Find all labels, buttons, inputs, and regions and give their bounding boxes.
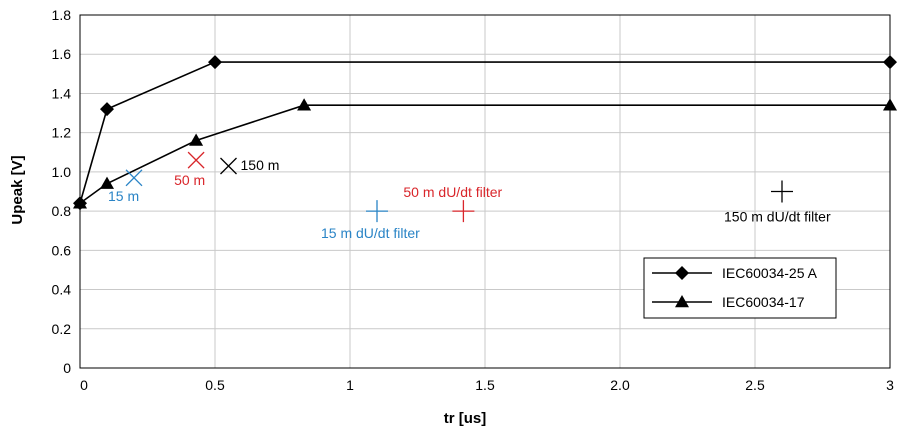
x-tick-label: 0	[80, 377, 88, 393]
y-tick-label: 1.8	[52, 7, 72, 23]
y-tick-label: 1.6	[52, 46, 72, 62]
series-point	[100, 102, 114, 116]
x-tick-label: 1	[346, 377, 354, 393]
series-point	[883, 98, 897, 110]
y-tick-label: 1.4	[52, 85, 72, 101]
measurement-label: 50 m dU/dt filter	[403, 184, 502, 200]
measurement-label: 50 m	[174, 172, 205, 188]
y-tick-label: 0.2	[52, 321, 72, 337]
x-tick-label: 2.0	[610, 377, 630, 393]
measurement-marker	[366, 200, 388, 222]
x-tick-label: 1.5	[475, 377, 495, 393]
measurement-5: 50 m dU/dt filter	[403, 184, 502, 222]
x-tick-label: 2.5	[745, 377, 765, 393]
measurements-layer: 15 m 50 m 150 m 15 m dU/dt filter 50 m dU/dt…	[108, 152, 831, 241]
x-tick-label: 0.5	[205, 377, 225, 393]
legend: IEC60034-25 A IEC60034-17	[644, 258, 836, 318]
y-tick-label: 1.2	[52, 125, 72, 141]
measurement-marker	[771, 181, 793, 203]
measurement-2: 50 m	[174, 152, 205, 188]
measurement-4: 15 m dU/dt filter	[321, 200, 420, 241]
measurement-label: 15 m dU/dt filter	[321, 225, 420, 241]
x-tick-label: 3	[886, 377, 894, 393]
y-tick-label: 0	[63, 360, 71, 376]
y-tick-label: 0.4	[52, 282, 72, 298]
series-point	[208, 55, 222, 69]
y-axis: 0 0.2 0.4 0.6 0.8 1.0 1.2 1.4 1.6 1.8	[52, 7, 72, 376]
x-axis-label: tr [us]	[444, 410, 487, 427]
measurement-marker	[452, 200, 474, 222]
measurement-label: 150 m	[241, 157, 280, 173]
measurement-marker	[188, 152, 204, 168]
measurement-6: 150 m dU/dt filter	[724, 181, 831, 225]
series-point	[883, 55, 897, 69]
legend-label: IEC60034-17	[722, 294, 805, 310]
y-tick-label: 0.6	[52, 242, 72, 258]
measurement-label: 150 m dU/dt filter	[724, 209, 831, 225]
series-point	[297, 98, 311, 110]
measurement-label: 15 m	[108, 188, 139, 204]
y-tick-label: 0.8	[52, 203, 72, 219]
y-axis-label: Upeak [V]	[9, 155, 26, 224]
y-tick-label: 1.0	[52, 164, 72, 180]
legend-label: IEC60034-25 A	[722, 265, 818, 281]
x-axis: 0 0.5 1 1.5 2.0 2.5 3	[80, 377, 894, 393]
